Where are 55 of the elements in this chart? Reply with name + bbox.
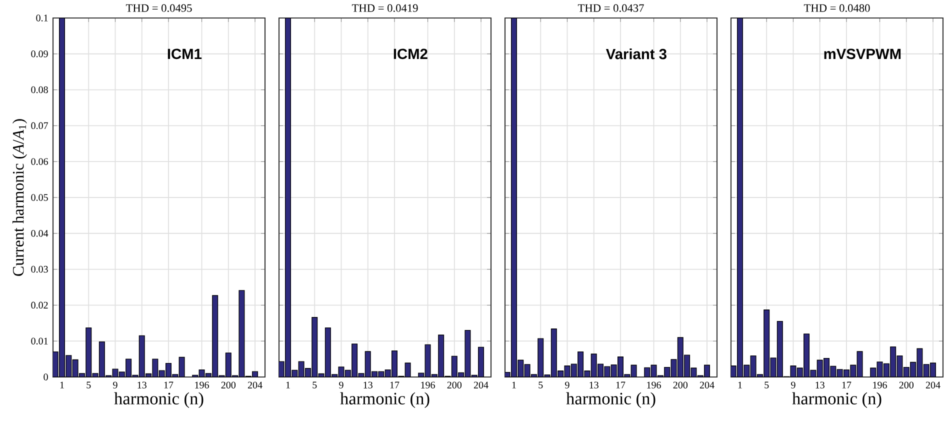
- x-tick-label: 9: [791, 382, 796, 388]
- x-tick-label: 1: [60, 382, 64, 388]
- x-tick-label: 5: [538, 382, 543, 388]
- x-tick-label: 196: [195, 382, 209, 388]
- chart-title: THD = 0.0495: [126, 4, 192, 12]
- annotation: ICM1: [168, 48, 202, 60]
- x-tick-label: 13: [138, 382, 146, 388]
- x-tick-label: 200: [221, 382, 236, 388]
- y-tick-label: 0.04: [31, 230, 48, 237]
- x-tick-label: 17: [842, 382, 852, 388]
- annotation: Variant 3: [606, 48, 666, 60]
- y-tick-label: 0.05: [31, 194, 48, 201]
- x-tick-label: 200: [447, 382, 462, 388]
- x-axis-title: harmonic (n): [792, 392, 882, 408]
- annotation: mVSVPWM: [824, 48, 901, 60]
- y-tick-label: 0.07: [31, 122, 48, 130]
- x-tick-label: 13: [590, 382, 598, 388]
- x-tick-label: 5: [764, 382, 769, 388]
- y-tick-label: 0.09: [31, 50, 48, 58]
- y-tick-label: 0.08: [31, 86, 48, 94]
- x-tick-label: 200: [899, 382, 914, 388]
- x-tick-label: 204: [700, 382, 714, 388]
- y-tick-label: 0.01: [31, 338, 48, 344]
- x-tick-label: 17: [164, 382, 174, 388]
- chart-title: THD = 0.0419: [352, 4, 418, 12]
- x-tick-label: 13: [816, 382, 824, 388]
- x-tick-label: 200: [673, 382, 688, 388]
- x-tick-label: 204: [248, 382, 262, 388]
- y-tick-label: 0.02: [31, 302, 48, 309]
- x-tick-label: 9: [339, 382, 344, 388]
- x-tick-label: 17: [616, 382, 626, 388]
- x-tick-label: 5: [86, 382, 91, 388]
- chart-title: THD = 0.0480: [804, 4, 870, 12]
- x-tick-label: 204: [926, 382, 940, 388]
- x-tick-label: 13: [364, 382, 372, 388]
- x-tick-label: 196: [647, 382, 661, 388]
- annotation: ICM2: [394, 48, 428, 60]
- y-tick-label: 0.03: [31, 266, 48, 273]
- x-tick-label: 5: [312, 382, 317, 388]
- x-tick-label: 9: [113, 382, 118, 388]
- x-axis-title: harmonic (n): [114, 392, 204, 408]
- y-tick-label: 0: [44, 374, 48, 380]
- x-axis-title: harmonic (n): [340, 392, 430, 408]
- x-tick-label: 196: [873, 382, 887, 388]
- x-tick-label: 196: [421, 382, 435, 388]
- chart-title: THD = 0.0437: [578, 4, 644, 12]
- x-tick-label: 1: [286, 382, 290, 388]
- x-axis-title: harmonic (n): [566, 392, 656, 408]
- y-tick-label: 0.06: [31, 158, 48, 165]
- x-tick-label: 1: [738, 382, 742, 388]
- x-tick-label: 1: [512, 382, 516, 388]
- x-tick-label: 9: [565, 382, 570, 388]
- x-tick-label: 204: [474, 382, 488, 388]
- y-tick-label: 0.1: [36, 14, 48, 22]
- x-tick-label: 17: [390, 382, 400, 388]
